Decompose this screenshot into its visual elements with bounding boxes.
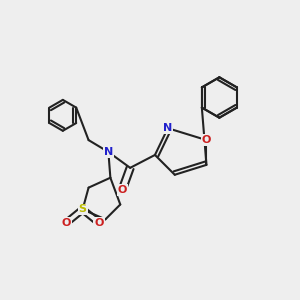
Text: O: O [94, 218, 104, 228]
Text: N: N [163, 123, 172, 133]
Text: S: S [79, 204, 87, 214]
Text: O: O [202, 135, 211, 145]
Text: O: O [61, 218, 71, 228]
Text: O: O [118, 184, 127, 195]
Text: N: N [104, 147, 113, 157]
